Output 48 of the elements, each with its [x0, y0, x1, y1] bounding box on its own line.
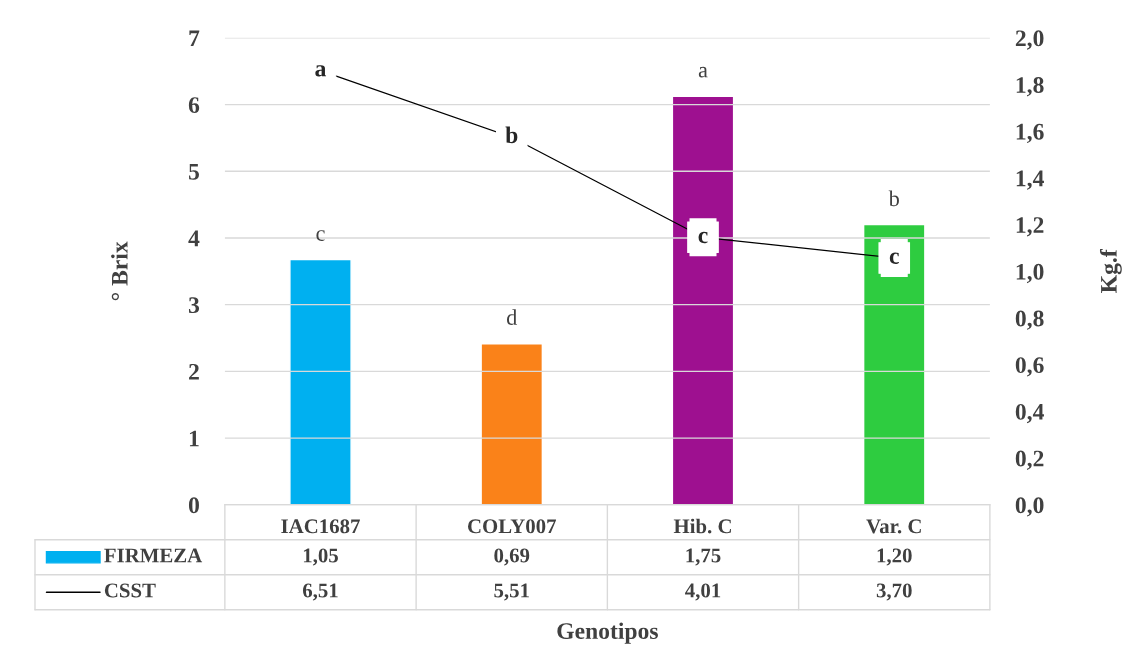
- y2-tick-label: 0,6: [1015, 357, 1044, 377]
- y-tick-label: 3: [188, 297, 200, 314]
- data-label: 5,51: [494, 583, 529, 601]
- y-tick-label: 2: [189, 363, 199, 380]
- y2-tick-label: 1,8: [1016, 77, 1044, 97]
- legend-label: FIRMEZA: [104, 548, 203, 563]
- y2-tick-label: 0,4: [1015, 403, 1044, 424]
- data-label: 4,01: [685, 583, 721, 601]
- y-tick-label: 4: [188, 230, 200, 247]
- annotation: c: [316, 230, 325, 241]
- bar: [289, 258, 352, 505]
- y2-tick-label: 0,0: [1015, 497, 1044, 517]
- y-tick-label: 1: [189, 430, 199, 447]
- annotation: b: [888, 190, 899, 207]
- y2-tick-label: 2,0: [1015, 30, 1044, 50]
- annotation: c: [889, 252, 899, 264]
- y2-tick-label: 1,0: [1016, 263, 1044, 284]
- data-label: 1,75: [686, 548, 721, 566]
- y2-tick-label: 1,6: [1016, 123, 1044, 144]
- y-tick-label: 6: [188, 97, 200, 113]
- data-label: 1,20: [877, 548, 912, 566]
- annotation: a: [315, 65, 327, 77]
- y2-tick-label: 0,8: [1015, 310, 1044, 330]
- y2-tick-label: 1,2: [1016, 217, 1044, 237]
- x-tick-label: COLY007: [468, 519, 557, 534]
- legend-label: CSST: [104, 583, 156, 598]
- bar: [862, 223, 926, 505]
- y2-tick-label: 0,2: [1015, 450, 1044, 470]
- y-tick-label: 0: [188, 497, 199, 514]
- y2-tick-label: 1,4: [1016, 170, 1044, 190]
- annotation: b: [505, 126, 518, 144]
- annotation: d: [507, 309, 518, 325]
- x-axis-title: Genotipos: [557, 622, 658, 644]
- bar: [480, 342, 544, 505]
- y-tick-label: 7: [189, 30, 200, 47]
- data-label: 6,51: [302, 583, 338, 601]
- data-label: 0,69: [494, 548, 530, 566]
- y-axis-title: ° Brix: [111, 241, 128, 301]
- y2-axis-title: Kg.f: [1099, 249, 1122, 293]
- data-label: 3,70: [876, 583, 912, 601]
- y-tick-label: 5: [189, 164, 200, 180]
- x-tick-label: Var. C: [866, 519, 921, 534]
- x-tick-label: Hib. C: [673, 518, 731, 534]
- x-tick-label: IAC1687: [281, 519, 360, 534]
- bar: [671, 95, 735, 505]
- annotation: a: [698, 66, 708, 78]
- data-label: 1,05: [303, 548, 338, 566]
- annotation: c: [698, 231, 708, 244]
